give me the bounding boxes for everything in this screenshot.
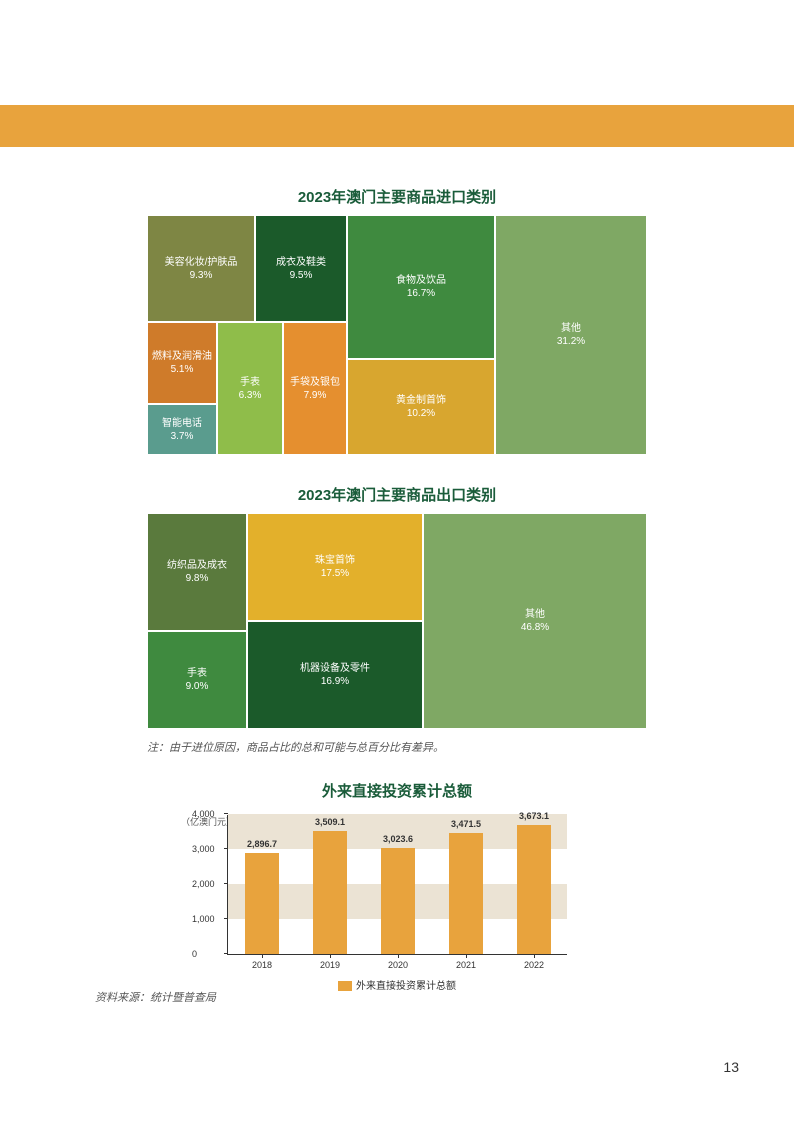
- treemap-cell: 珠宝首饰17.5%: [247, 513, 423, 621]
- treemap-cell: 燃料及润滑油5.1%: [147, 322, 217, 404]
- bar: 3,023.6: [381, 848, 415, 954]
- treemap-cell: 成衣及鞋类9.5%: [255, 215, 347, 322]
- treemap-cell: 美容化妆/护肤品9.3%: [147, 215, 255, 322]
- bar: 3,673.1: [517, 825, 551, 954]
- treemap-cell: 其他31.2%: [495, 215, 647, 455]
- bar: 3,471.5: [449, 833, 483, 955]
- exports-treemap: 纺织品及成衣9.8%珠宝首饰17.5%手表9.0%机器设备及零件16.9%其他4…: [147, 513, 647, 729]
- bar-legend: 外来直接投资累计总额: [227, 977, 567, 992]
- treemap-cell: 智能电话3.7%: [147, 404, 217, 455]
- legend-swatch: [338, 981, 352, 991]
- imports-treemap: 美容化妆/护肤品9.3%成衣及鞋类9.5%食物及饮品16.7%其他31.2% 燃料…: [147, 215, 647, 455]
- treemap-cell: 机器设备及零件16.9%: [247, 621, 423, 729]
- header-bar: [0, 105, 794, 147]
- treemap-cell: 手袋及银包7.9%: [283, 322, 347, 455]
- treemap-cell: 手表6.3%: [217, 322, 283, 455]
- exports-title: 2023年澳门主要商品出口类别: [0, 484, 794, 505]
- treemap-cell: 黄金制首饰10.2%: [347, 359, 495, 455]
- treemap-cell: 纺织品及成衣9.8%: [147, 513, 247, 631]
- fdi-bar-chart: （亿澳门元） 01,0002,0003,0004,0002,896.720183…: [227, 815, 567, 992]
- legend-label: 外来直接投资累计总额: [356, 981, 456, 992]
- imports-title: 2023年澳门主要商品进口类别: [0, 186, 794, 207]
- page-number: 13: [723, 1059, 739, 1075]
- treemap-cell: 食物及饮品16.7%: [347, 215, 495, 359]
- bar: 3,509.1: [313, 831, 347, 954]
- treemap-cell: 手表9.0%: [147, 631, 247, 729]
- source-note: 资料来源：统计暨普查局: [95, 989, 216, 1005]
- treemap-cell: 其他46.8%: [423, 513, 647, 729]
- bar: 2,896.7: [245, 853, 279, 954]
- bar-chart-title: 外来直接投资累计总额: [0, 780, 794, 801]
- rounding-note: 注：由于进位原因，商品占比的总和可能与总百分比有差异。: [147, 739, 647, 755]
